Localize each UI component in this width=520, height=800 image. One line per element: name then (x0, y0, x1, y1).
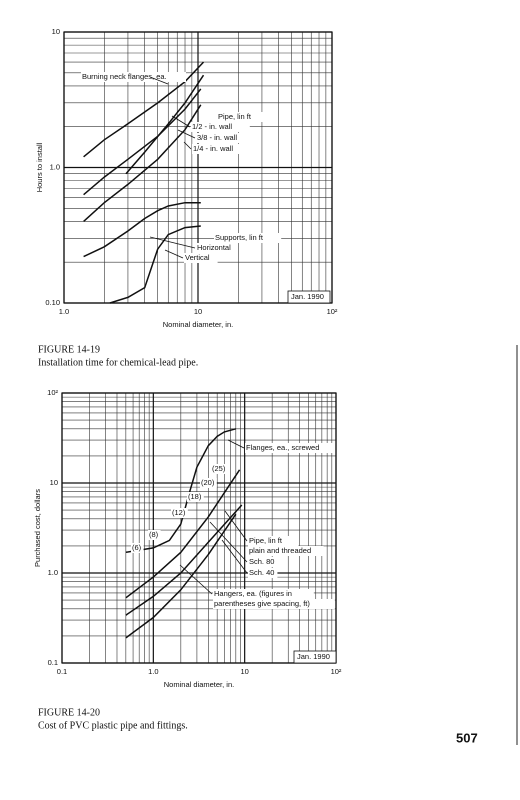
annotation: Hangers, ea. (figures in (214, 589, 292, 598)
label-backdrop (248, 536, 299, 546)
y-axis-label: Purchased cost, dollars (33, 489, 42, 567)
annotation: (18) (188, 492, 202, 501)
label-backdrop (214, 233, 282, 243)
page-number: 507 (456, 730, 478, 745)
label-backdrop (196, 243, 238, 253)
y-tick-label: 10 (52, 27, 60, 36)
leader-line (171, 115, 191, 128)
x-tick-label: 10 (240, 667, 248, 676)
annotation: 1/4 - in. wall (193, 144, 233, 153)
label-backdrop (248, 568, 278, 578)
annotation: (8) (149, 530, 159, 539)
curve (125, 504, 243, 616)
annotation: Jan. 1990 (297, 652, 330, 661)
annotation: Supports, lin ft (215, 233, 264, 242)
label-backdrop (191, 122, 250, 132)
label-backdrop (196, 133, 255, 143)
y-axis-label: Hours to install (35, 142, 44, 192)
annotation: Pipe, lin ft (249, 536, 283, 545)
x-tick-label: 1.0 (148, 667, 158, 676)
label-backdrop (217, 112, 268, 122)
plot-frame (63, 31, 333, 304)
y-tick-label: 0.10 (45, 298, 60, 307)
curve (83, 61, 205, 158)
leader-line (164, 249, 184, 259)
leader-line (179, 564, 213, 595)
curve (109, 225, 201, 304)
x-tick-label: 0.1 (57, 667, 67, 676)
annotation: Flanges, ea., screwed (246, 443, 319, 452)
leader-line (149, 236, 196, 249)
leader-line (183, 141, 192, 150)
curve (125, 428, 236, 554)
leader-line (221, 539, 248, 574)
leader-line (224, 510, 248, 542)
curve (125, 74, 205, 175)
label-backdrop (248, 557, 278, 567)
x-tick-label: 10² (331, 667, 342, 676)
annotation: (6) (132, 543, 142, 552)
leader-line (149, 76, 169, 85)
label-backdrop (131, 543, 144, 553)
annotation: (25) (212, 464, 226, 473)
y-tick-label: 10² (47, 388, 58, 397)
plot-frame (61, 392, 337, 664)
curve (125, 513, 237, 639)
annotation: Horizontal (197, 243, 231, 252)
label-backdrop (192, 144, 251, 154)
curve (83, 88, 202, 196)
leader-line (177, 129, 196, 139)
annotation: Pipe, lin ft (218, 112, 252, 121)
curve (83, 201, 201, 258)
annotation: Sch. 80 (249, 557, 274, 566)
curve (125, 469, 241, 599)
x-tick-label: 10 (194, 307, 202, 316)
annotation: (20) (201, 478, 215, 487)
annotation: plain and threaded (249, 546, 311, 555)
annotation: 1/2 - in. wall (192, 122, 232, 131)
curve (83, 104, 202, 222)
caption-text: Installation time for chemical-lead pipe… (38, 357, 198, 368)
annotation: Sch. 40 (249, 568, 274, 577)
caption-label: FIGURE 14-20 (38, 707, 100, 718)
label-backdrop (211, 464, 228, 474)
annotation: parentheses give spacing, ft) (214, 599, 310, 608)
x-axis-label: Nominal diameter, in. (164, 680, 234, 689)
x-tick-label: 10² (327, 307, 338, 316)
leader-line (227, 439, 245, 449)
label-backdrop (248, 546, 324, 556)
y-tick-label: 10 (50, 478, 58, 487)
label-backdrop (81, 72, 186, 82)
label-backdrop (213, 599, 335, 609)
caption-text: Cost of PVC plastic pipe and fittings. (38, 720, 188, 731)
y-tick-label: 0.1 (48, 658, 58, 667)
label-backdrop (148, 530, 161, 540)
note-box (287, 290, 331, 304)
caption-label: FIGURE 14-19 (38, 344, 100, 355)
label-backdrop (200, 478, 217, 488)
annotation: Vertical (185, 253, 210, 262)
label-backdrop (187, 492, 204, 502)
annotation: Jan. 1990 (291, 292, 324, 301)
y-tick-label: 1.0 (50, 162, 60, 171)
y-tick-label: 1.0 (48, 568, 58, 577)
label-backdrop (184, 253, 218, 263)
annotation: Burning neck flanges, ea. (82, 72, 167, 81)
annotation: (12) (172, 508, 186, 517)
label-backdrop (245, 443, 334, 453)
note-box (293, 650, 337, 664)
x-axis-label: Nominal diameter, in. (163, 320, 233, 329)
x-tick-label: 1.0 (59, 307, 69, 316)
annotation: 3/8 - in. wall (197, 133, 237, 142)
leader-line (209, 521, 248, 563)
label-backdrop (213, 589, 314, 599)
label-backdrop (171, 508, 188, 518)
